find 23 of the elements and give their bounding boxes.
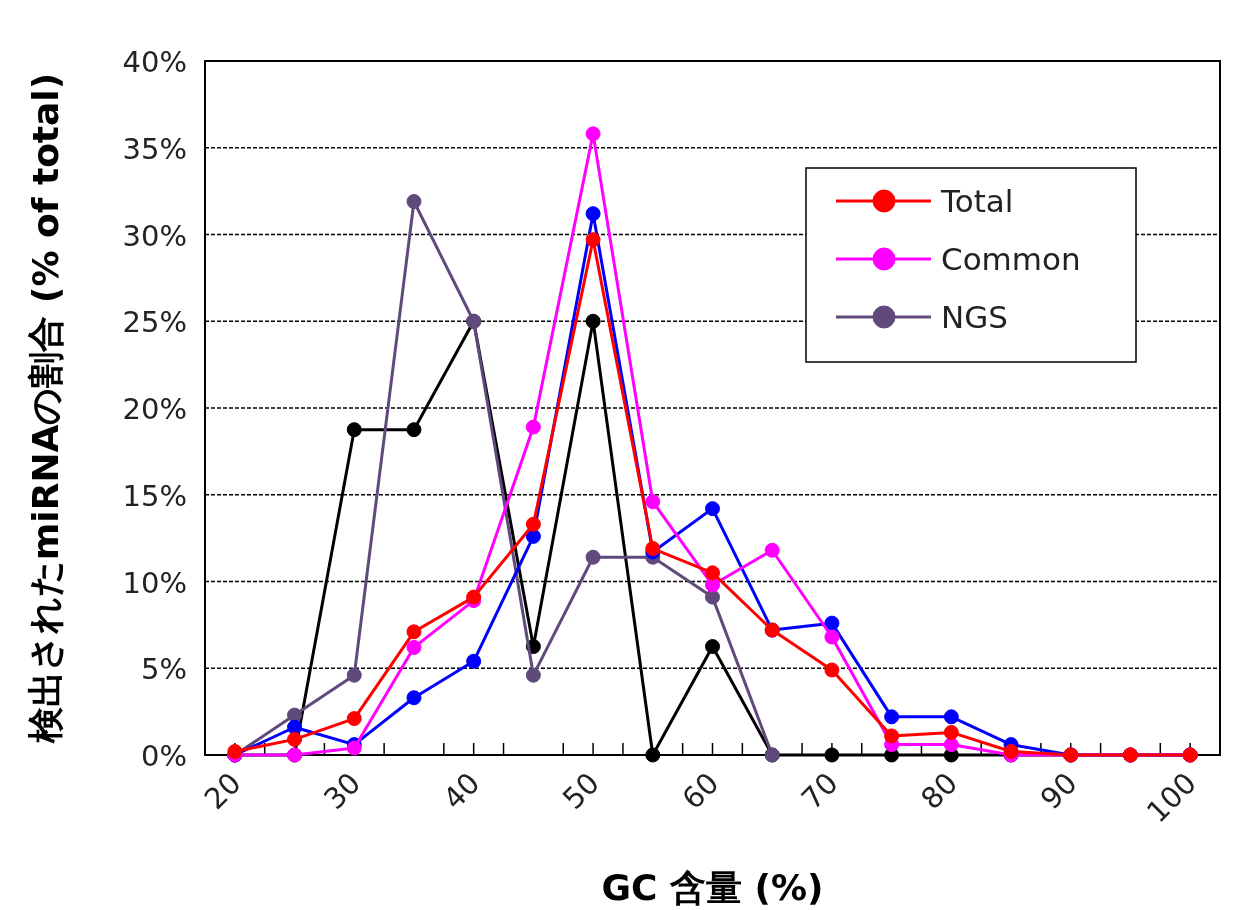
y-tick-label: 25%: [122, 305, 187, 340]
y-tick-label: 20%: [122, 392, 187, 426]
x-tick-label: 90: [1033, 765, 1084, 817]
y-tick-label: 0%: [140, 739, 187, 773]
x-tick-label: 70: [794, 765, 845, 817]
legend-label: Total: [940, 183, 1014, 219]
x-tick-label: 50: [555, 765, 607, 817]
x-tick-label: 60: [675, 765, 726, 817]
y-tick-label: 30%: [122, 218, 187, 253]
x-tick-label: 40: [436, 765, 487, 817]
x-tick-label: 100: [1139, 765, 1204, 830]
legend-label: Common: [941, 241, 1081, 277]
y-tick-label: 40%: [122, 45, 187, 79]
x-axis-title: GC 含量 (%): [601, 867, 824, 908]
x-tick-label: 20: [197, 765, 248, 817]
y-axis-title: 検出されたmiRNAの割合 (% of total): [25, 72, 66, 745]
y-tick-label: 35%: [122, 131, 187, 166]
y-tick-label: 5%: [140, 652, 187, 687]
x-tick-label: 80: [914, 765, 965, 817]
y-tick-label: 15%: [122, 478, 187, 513]
legend-label: NGS: [941, 299, 1008, 335]
x-tick-label: 30: [317, 765, 368, 817]
y-tick-label: 10%: [122, 565, 187, 600]
